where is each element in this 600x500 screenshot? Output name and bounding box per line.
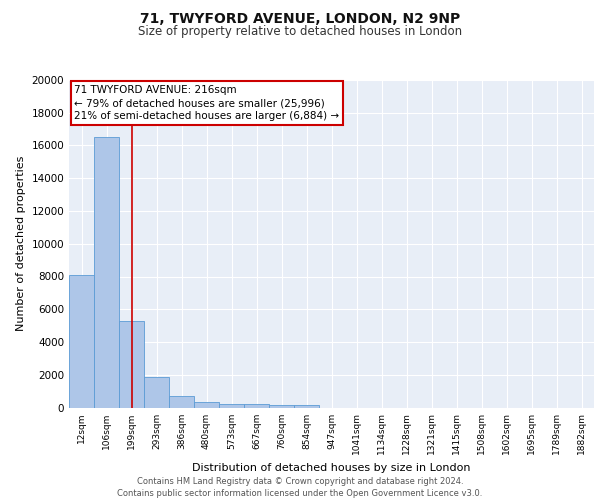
- X-axis label: Distribution of detached houses by size in London: Distribution of detached houses by size …: [192, 463, 471, 473]
- Bar: [219, 404, 244, 407]
- Text: Size of property relative to detached houses in London: Size of property relative to detached ho…: [138, 24, 462, 38]
- Text: 71 TWYFORD AVENUE: 216sqm
← 79% of detached houses are smaller (25,996)
21% of s: 71 TWYFORD AVENUE: 216sqm ← 79% of detac…: [74, 85, 340, 122]
- Text: 71, TWYFORD AVENUE, LONDON, N2 9NP: 71, TWYFORD AVENUE, LONDON, N2 9NP: [140, 12, 460, 26]
- Bar: [244, 404, 269, 407]
- Bar: [194, 402, 219, 407]
- Bar: [69, 275, 94, 407]
- Bar: [119, 320, 144, 408]
- Bar: [294, 406, 319, 407]
- Text: Contains HM Land Registry data © Crown copyright and database right 2024.
Contai: Contains HM Land Registry data © Crown c…: [118, 477, 482, 498]
- Bar: [94, 138, 119, 407]
- Bar: [169, 396, 194, 407]
- Bar: [269, 405, 294, 407]
- Y-axis label: Number of detached properties: Number of detached properties: [16, 156, 26, 332]
- Bar: [144, 377, 169, 408]
